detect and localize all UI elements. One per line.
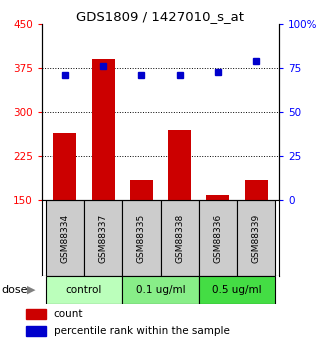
- Bar: [26, 326, 46, 336]
- Bar: [26, 309, 46, 319]
- Text: count: count: [54, 309, 83, 319]
- Bar: [130, 179, 153, 200]
- Bar: [168, 130, 191, 200]
- Text: GSM88336: GSM88336: [213, 214, 222, 263]
- Bar: [122, 276, 199, 304]
- Bar: [245, 179, 268, 200]
- Title: GDS1809 / 1427010_s_at: GDS1809 / 1427010_s_at: [76, 10, 245, 23]
- Text: GSM88334: GSM88334: [60, 214, 69, 263]
- Text: GSM88339: GSM88339: [252, 214, 261, 263]
- Text: GSM88335: GSM88335: [137, 214, 146, 263]
- Bar: [199, 200, 237, 276]
- Bar: [91, 59, 115, 200]
- Bar: [53, 132, 76, 200]
- Bar: [122, 200, 160, 276]
- Bar: [46, 200, 84, 276]
- Text: percentile rank within the sample: percentile rank within the sample: [54, 326, 230, 336]
- Bar: [206, 195, 230, 200]
- Text: GSM88338: GSM88338: [175, 214, 184, 263]
- Text: GSM88337: GSM88337: [99, 214, 108, 263]
- Bar: [84, 200, 122, 276]
- Bar: [237, 200, 275, 276]
- Text: control: control: [66, 285, 102, 295]
- Bar: [199, 276, 275, 304]
- Bar: [160, 200, 199, 276]
- Text: 0.5 ug/ml: 0.5 ug/ml: [212, 285, 262, 295]
- Text: dose: dose: [2, 285, 28, 295]
- Bar: [46, 276, 122, 304]
- Text: ▶: ▶: [27, 285, 36, 295]
- Text: 0.1 ug/ml: 0.1 ug/ml: [136, 285, 185, 295]
